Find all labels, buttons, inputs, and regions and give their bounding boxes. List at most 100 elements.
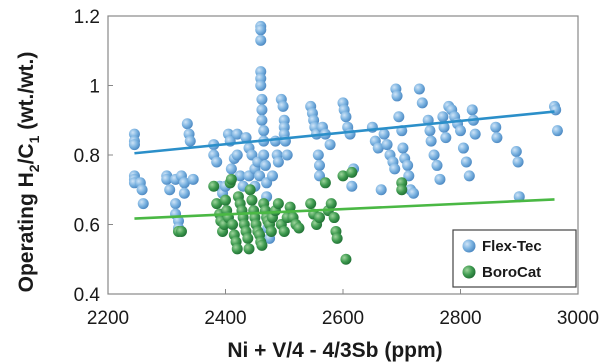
flex-tec-point: [513, 191, 525, 203]
flex-tec-point: [259, 159, 271, 171]
borocat-point: [319, 177, 331, 189]
borocat-point: [278, 225, 290, 237]
legend-label-borocat: BoroCat: [482, 264, 541, 281]
y-axis-title-sub1: 2: [26, 164, 42, 172]
borocat-point: [284, 201, 296, 213]
data-points: [128, 20, 563, 265]
flex-tec-point: [469, 128, 481, 140]
flex-tec-point: [402, 159, 414, 171]
flex-tec-point: [136, 184, 148, 196]
flex-tec-point: [425, 135, 437, 147]
flex-tec-point: [181, 118, 193, 130]
flex-tec-point: [281, 149, 293, 161]
borocat-point: [227, 219, 239, 230]
flex-tec-point: [225, 163, 237, 175]
flex-tec-point: [314, 159, 325, 171]
flex-tec-point: [231, 128, 243, 140]
flex-tec-point: [255, 80, 267, 91]
borocat-point: [328, 212, 340, 224]
flex-tec-point: [256, 114, 268, 126]
flex-tec-point: [258, 125, 270, 137]
flex-tec-point: [512, 156, 524, 168]
flex-tec-point: [255, 34, 267, 46]
flex-tec-point: [460, 156, 472, 168]
flex-tec-point: [431, 159, 443, 171]
borocat-point: [220, 194, 231, 206]
flex-tec-point: [164, 184, 176, 196]
flex-tec-point: [267, 170, 278, 182]
flex-tec-point: [375, 184, 387, 196]
flex-tec-point: [372, 142, 384, 154]
borocat-point: [246, 194, 258, 206]
flex-tec-point: [438, 121, 450, 133]
flex-tec-point: [240, 132, 252, 144]
flex-tec-point: [466, 104, 478, 116]
borocat-point: [244, 184, 256, 196]
flex-tec-point: [211, 156, 223, 168]
flex-tec-point: [137, 198, 149, 210]
flex-tec-point: [346, 180, 358, 192]
borocat-point: [331, 232, 343, 244]
flex-tec-point: [255, 24, 267, 36]
flex-tec-point: [161, 173, 173, 185]
flex-tec-point: [434, 173, 446, 185]
legend: Flex-Tec BoroCat: [452, 229, 577, 288]
flex-tec-point: [184, 135, 196, 147]
flex-tec-point: [463, 170, 475, 182]
flex-tec-point: [397, 142, 409, 154]
flex-tec-point: [234, 170, 246, 182]
y-tick-label: 1.2: [74, 7, 100, 28]
flex-tec-point: [256, 104, 268, 116]
flex-tec-point: [258, 149, 270, 161]
flex-tec-point: [490, 121, 502, 133]
y-tick-label: 0.4: [74, 285, 101, 306]
flex-tec-point: [510, 146, 522, 158]
borocat-point: [337, 170, 349, 182]
borocat-point: [325, 198, 337, 210]
legend-marker-borocat: [462, 265, 476, 279]
flex-tec-point: [416, 97, 428, 109]
borocat-point: [211, 198, 223, 210]
legend-label-flex-tec: Flex-Tec: [482, 238, 542, 255]
borocat-point: [305, 198, 317, 210]
flex-tec-point: [413, 83, 425, 95]
borocat-point: [265, 225, 277, 237]
flex-tec-point: [437, 111, 449, 123]
borocat-point: [256, 239, 268, 251]
flex-tec-point: [403, 170, 415, 182]
flex-tec-point: [491, 132, 503, 144]
x-tick-label: 2800: [439, 308, 481, 329]
flex-tec-point: [312, 149, 324, 161]
flex-tec-point: [391, 90, 403, 102]
flex-tec-point: [178, 187, 190, 199]
borocat-point: [208, 180, 220, 192]
flex-tec-point: [440, 132, 452, 144]
borocat-point: [346, 166, 358, 178]
borocat-point: [314, 212, 325, 224]
x-tick-label: 3000: [557, 308, 599, 329]
flex-tec-point: [424, 125, 436, 137]
flex-tec-point: [550, 104, 562, 116]
flex-tec-point: [128, 139, 140, 151]
x-axis-ticks: 2200 2400 2600 2800 3000: [87, 289, 599, 329]
borocat-point: [340, 253, 352, 265]
borocat-trend-line: [134, 198, 555, 220]
legend-marker-flex-tec: [462, 239, 476, 253]
y-tick-label: 0.6: [74, 216, 100, 237]
borocat-point: [243, 243, 255, 255]
flex-tec-point: [551, 125, 563, 137]
y-axis-title: Operating H2/C1 (wt./wt.): [15, 52, 42, 293]
trend-lines: [134, 110, 555, 220]
y-axis-title-mid: /C: [15, 143, 38, 164]
flex-tec-point: [378, 128, 390, 140]
flex-tec-point: [393, 111, 405, 123]
x-axis-title: Ni + V/4 - 4/3Sb (ppm): [227, 339, 442, 362]
flex-tec-point: [340, 111, 352, 123]
x-tick-label: 2600: [322, 308, 364, 329]
flex-tec-point: [178, 177, 190, 189]
legend-box: [452, 229, 577, 288]
y-tick-label: 0.8: [74, 146, 100, 167]
flex-tec-point: [277, 100, 289, 112]
flex-tec-point: [254, 170, 266, 182]
